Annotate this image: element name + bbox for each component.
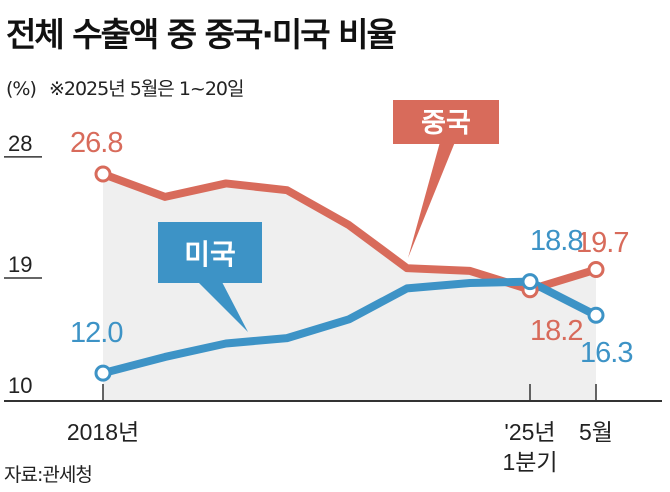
note-label: ※2025년 5월은 1~20일 [48,78,245,100]
china-data-label: 26.8 [70,127,122,159]
us-line [101,277,598,377]
us-point [521,273,539,291]
china-callout-label: 중국 [421,108,471,138]
source-label: 자료:관세청 [4,464,93,486]
x-tick-label: '25년 [504,419,555,445]
us-data-label: 12.0 [70,317,122,349]
x-tick-label: 5월 [579,419,613,445]
chart-subtitle: (%) ※2025년 5월은 1~20일 [6,74,245,101]
x-tick-label: 1분기 [502,449,557,475]
us-data-label: 18.8 [530,225,582,257]
y-tick-label: 28 [8,131,32,156]
china-data-label: 19.7 [576,227,628,259]
us-callout-label: 미국 [184,239,236,270]
chart-title: 전체 수출액 중 중국·미국 비율 [6,15,397,54]
us-point [94,364,112,382]
china-point [94,165,112,183]
y-tick-label: 19 [8,252,32,277]
us-point [587,306,605,324]
china-data-label: 18.2 [530,315,582,347]
unit-label: (%) [6,78,37,100]
y-tick-label: 10 [8,373,32,398]
us-data-label: 16.3 [580,337,632,369]
x-tick-label: 2018년 [67,419,139,445]
us-callout-pointer [198,282,248,332]
china-callout-box [393,100,499,144]
us-callout-box [158,222,262,283]
china-callout-pointer [408,142,455,258]
china-point [587,261,605,279]
